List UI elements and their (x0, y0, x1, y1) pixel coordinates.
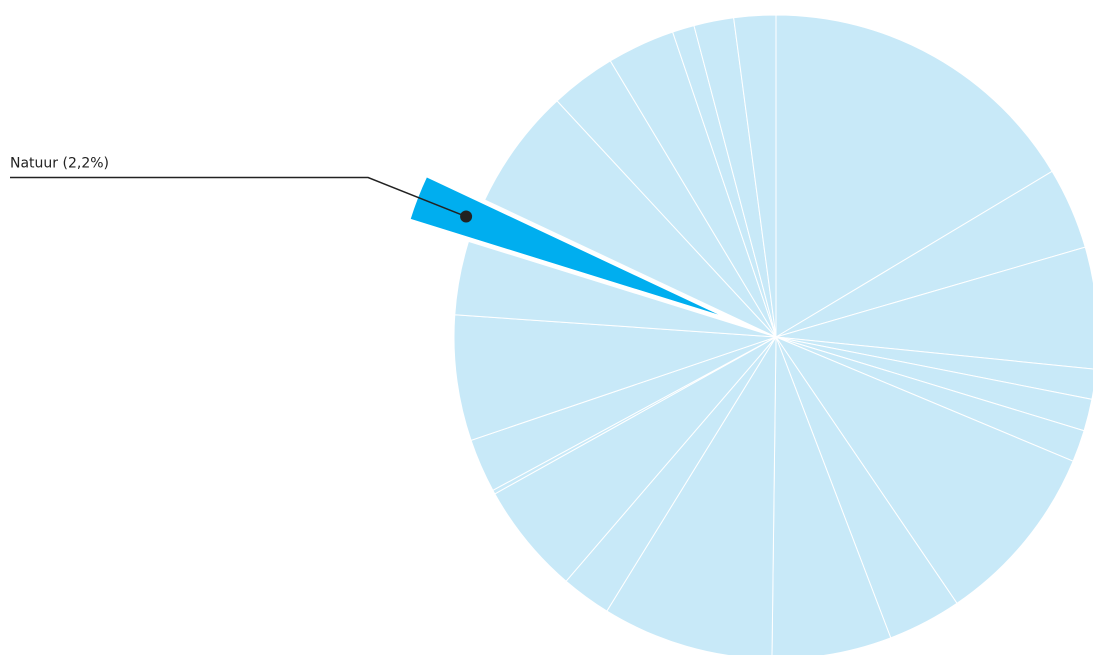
pie-slice (775, 246, 1093, 370)
pie-slice (453, 314, 777, 441)
pie-slice (733, 14, 777, 338)
pie-slice (483, 100, 777, 338)
slice-label: Natuur (2,2%) (10, 156, 109, 172)
pie-slice (775, 14, 1053, 338)
pie-slice (410, 177, 719, 315)
pie-slice (454, 240, 777, 338)
leader-line (10, 176, 467, 218)
pie-slice (771, 336, 892, 655)
pie-slice (606, 335, 777, 655)
leader-dot (460, 210, 473, 223)
pie-slice (774, 335, 1074, 605)
